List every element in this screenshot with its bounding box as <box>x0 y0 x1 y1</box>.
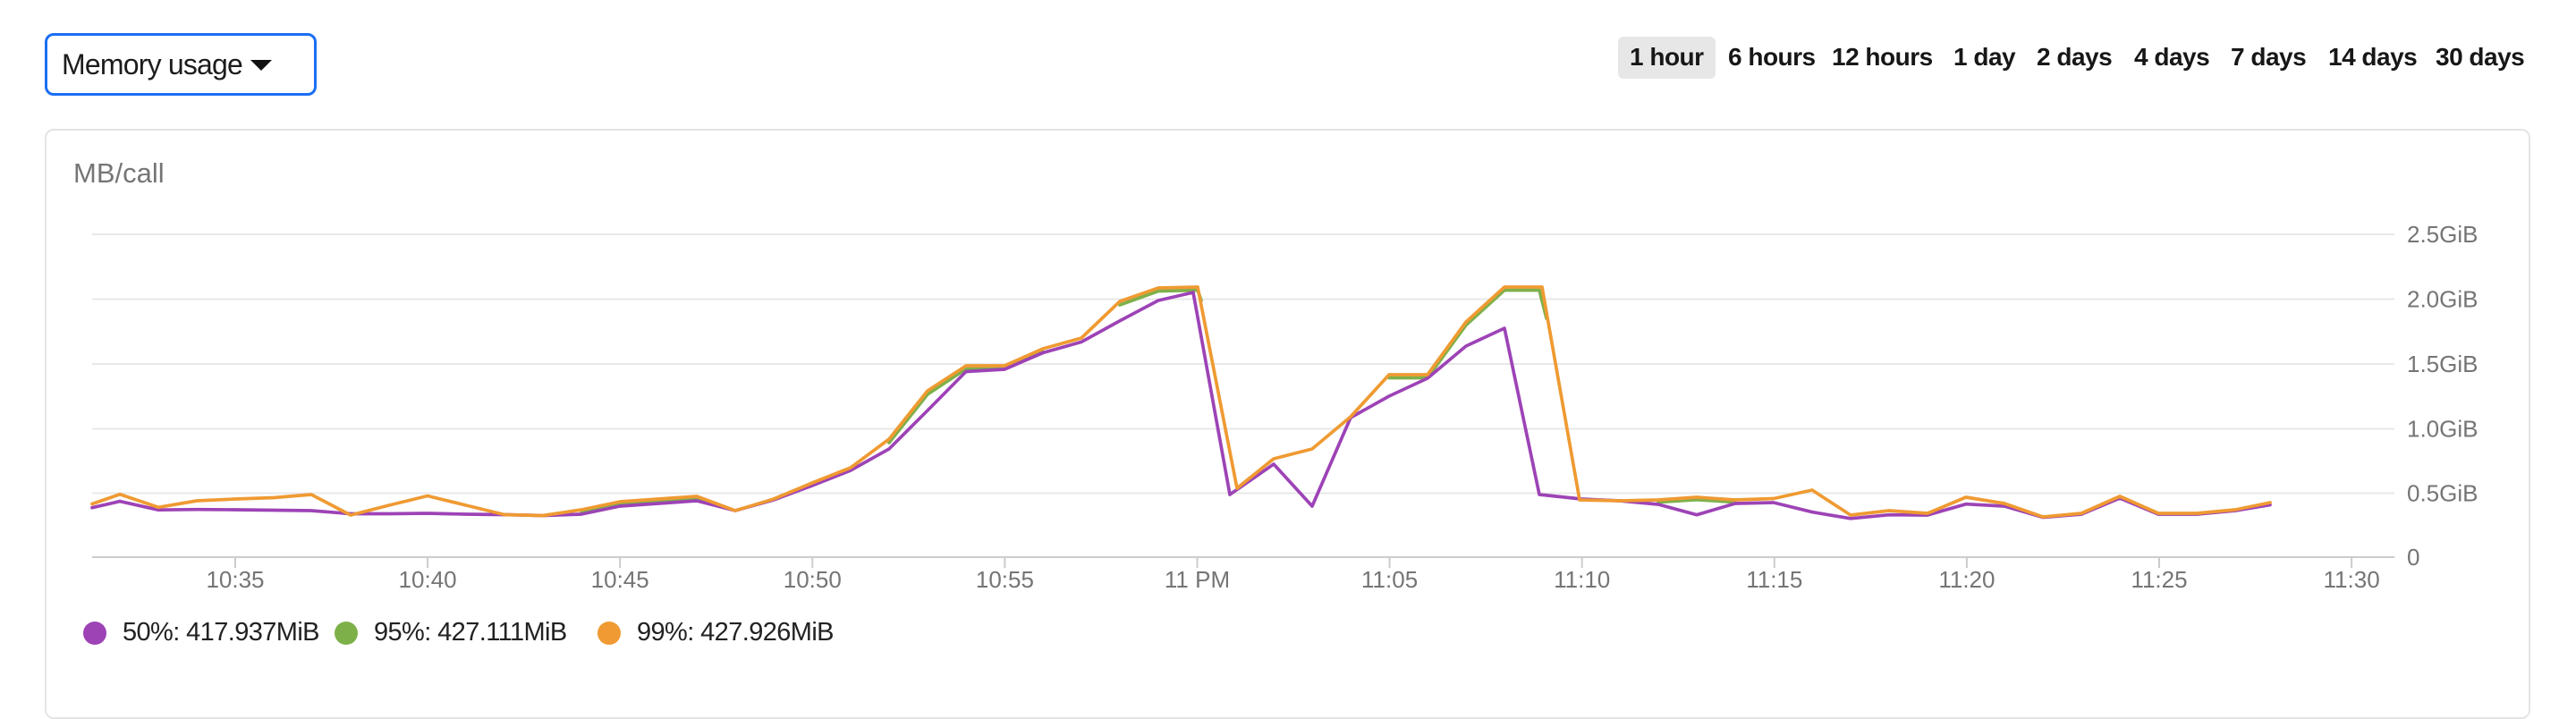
svg-text:11:25: 11:25 <box>2131 566 2187 593</box>
svg-text:0.5GiB: 0.5GiB <box>2407 480 2479 507</box>
svg-text:11:15: 11:15 <box>1746 566 1802 593</box>
svg-text:10:35: 10:35 <box>206 566 264 593</box>
svg-text:2.5GiB: 2.5GiB <box>2407 221 2479 248</box>
svg-text:1.0GiB: 1.0GiB <box>2407 416 2479 443</box>
svg-text:11 PM: 11 PM <box>1165 566 1230 593</box>
svg-text:11:20: 11:20 <box>1938 566 1995 593</box>
svg-text:11:05: 11:05 <box>1361 566 1418 593</box>
svg-text:11:30: 11:30 <box>2324 566 2380 593</box>
svg-text:10:40: 10:40 <box>399 566 457 593</box>
svg-text:11:10: 11:10 <box>1554 566 1610 593</box>
svg-text:10:45: 10:45 <box>591 566 649 593</box>
svg-text:0: 0 <box>2407 544 2419 571</box>
svg-text:1.5GiB: 1.5GiB <box>2407 351 2479 377</box>
svg-text:2.0GiB: 2.0GiB <box>2407 286 2479 313</box>
svg-text:10:55: 10:55 <box>976 566 1034 593</box>
svg-text:10:50: 10:50 <box>784 566 842 593</box>
